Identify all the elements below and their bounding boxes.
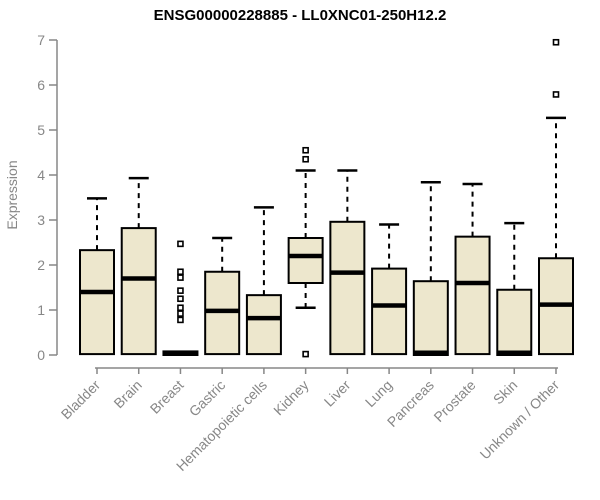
outlier-point <box>552 91 560 98</box>
x-axis-category-label: Unknown / Other <box>477 377 563 463</box>
outlier-point <box>177 240 184 248</box>
x-axis-category-label: Breast <box>147 377 187 417</box>
outlier-point <box>177 295 184 303</box>
y-axis-tick-label: 4 <box>37 167 45 183</box>
outlier-point <box>177 310 184 317</box>
outlier-point <box>302 350 309 358</box>
iqr-box-brain <box>120 227 157 356</box>
y-axis-tick-label: 1 <box>37 302 45 318</box>
chart-title: ENSG00000228885 - LL0XNC01-250H12.2 <box>153 7 447 24</box>
y-axis-tick-label: 2 <box>37 257 45 273</box>
iqr-box-skin <box>496 288 533 356</box>
iqr-box-bladder <box>79 249 115 356</box>
x-axis-category-label: Liver <box>321 377 354 410</box>
outlier-point <box>177 287 184 294</box>
outlier-point <box>177 304 184 312</box>
iqr-box-lung <box>371 267 408 356</box>
iqr-box-liver <box>329 220 366 356</box>
x-axis-category-label: Prostate <box>430 377 478 425</box>
outlier-point <box>302 155 309 163</box>
outlier-point <box>177 268 184 276</box>
iqr-box-hematopoietic-cells <box>245 294 282 356</box>
y-axis-tick-label: 0 <box>37 347 45 363</box>
outlier-point <box>552 38 560 46</box>
y-axis-tick-label: 3 <box>37 212 45 228</box>
y-axis-tick-label: 7 <box>37 32 45 48</box>
x-axis-category-label: Skin <box>490 377 521 408</box>
iqr-box-prostate <box>454 235 491 356</box>
outlier-point <box>177 274 184 281</box>
x-axis-category-label: Brain <box>110 377 144 411</box>
outlier-point <box>302 146 309 154</box>
outlier-point <box>177 316 184 324</box>
x-axis-category-label: Bladder <box>58 377 104 423</box>
y-axis-tick-label: 6 <box>37 77 45 93</box>
x-axis-category-label: Kidney <box>270 377 312 419</box>
iqr-box-pancreas <box>412 280 449 357</box>
y-axis-tick-label: 5 <box>37 122 45 138</box>
iqr-box-kidney <box>287 237 324 284</box>
x-axis-category-label: Lung <box>362 377 395 410</box>
